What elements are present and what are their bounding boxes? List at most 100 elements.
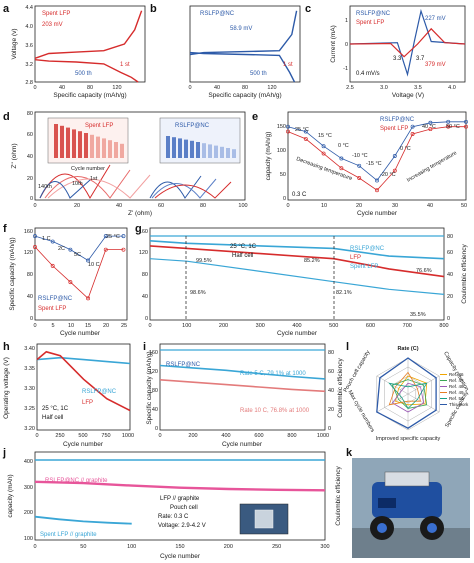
panel-i-legend: RSLFP@NC: [166, 362, 201, 368]
data-point: [410, 124, 415, 129]
data-point: [339, 166, 344, 171]
data-point: [375, 188, 379, 193]
panel-d-xtick: 80: [200, 203, 206, 209]
data-point: [103, 247, 108, 252]
panel-d-inset-left-bars: [54, 124, 124, 158]
radar-legend-label: Ref. 47: [449, 378, 464, 383]
panel-c-xlabel: Voltage (V): [392, 92, 424, 99]
panel-c-rate: 0.4 mV/s: [356, 71, 380, 77]
panel-g-ytick: 120: [139, 250, 148, 256]
panel-j-xlabel: Cycle number: [160, 553, 201, 560]
panel-c-xtick: 3.5: [414, 85, 422, 91]
panel-j-xtick: 50: [80, 544, 86, 550]
inset-bar: [178, 138, 182, 158]
panel-f-xtick: 25: [121, 323, 127, 329]
panel-e-dec: Decreasing temperature: [295, 156, 353, 182]
inset-bar: [60, 125, 64, 158]
panel-a-ytick: 3.2: [25, 62, 33, 68]
series-line: [149, 258, 445, 295]
panel-e-ytick: 50: [280, 172, 286, 178]
panel-i-xtick: 200: [188, 433, 197, 439]
data-point: [446, 119, 451, 124]
inset-bar: [84, 133, 88, 158]
panel-g-y2tick: 40: [447, 272, 453, 278]
panel-i-xtick: 0: [158, 433, 161, 439]
series-line: [287, 121, 466, 181]
panel-c-legend2: Spent LFP: [356, 20, 384, 26]
panel-l-letter: l: [346, 341, 349, 353]
panel-h-xtick: 1000: [122, 433, 134, 439]
series-line: [34, 480, 326, 492]
radar-legend-label: This work: [449, 402, 469, 407]
data-point: [50, 239, 55, 244]
panel-g-xtick: 0: [148, 323, 151, 329]
panel-g-821: 82.1%: [336, 290, 352, 296]
panel-h-letter: h: [3, 341, 10, 353]
panel-j-frame: [34, 451, 326, 541]
nyquist-arc: [47, 174, 151, 199]
panel-j-ytick: 300: [24, 485, 33, 491]
panel-g-legend1: RSLFP@NC: [350, 246, 385, 252]
panel-j-xtick: 150: [175, 544, 184, 550]
panel-b-frame: [189, 5, 301, 83]
panel-b-xtick: 120: [267, 85, 276, 91]
panel-f-xtick: 10: [68, 323, 74, 329]
panel-e: e RSLFP@NC Spent LFP 0.3 C Decreasing te…: [252, 111, 468, 217]
panel-d-ytick: 60: [27, 132, 33, 138]
panel-g-995: 99.5%: [196, 258, 212, 264]
panel-d-nyquist: [39, 164, 232, 200]
panel-h-xtick: 0: [35, 433, 38, 439]
panel-h-ylabel: Operating voltage (V): [3, 357, 10, 419]
data-point: [357, 176, 362, 180]
panel-f-ytick: 40: [27, 294, 33, 300]
panel-c-xtick: 4.0: [448, 85, 456, 91]
pouch-cell-body: [254, 509, 274, 529]
panel-b-xtick: 40: [214, 85, 220, 91]
panel-d-ylabel: Z'' (ohm): [11, 143, 18, 168]
data-point: [103, 234, 108, 239]
data-point: [464, 119, 468, 124]
data-point: [121, 247, 126, 252]
inset-bar: [172, 137, 176, 158]
panel-e-temp: 50 °C: [446, 124, 460, 130]
panel-j-ylabel: capacity (mAh): [7, 474, 14, 517]
panel-f-ytick: 120: [24, 250, 33, 256]
panel-h-legend2: LFP: [82, 400, 93, 406]
data-point: [446, 124, 451, 129]
inset-bar: [54, 124, 58, 158]
data-point: [410, 132, 415, 136]
inset-bar: [66, 127, 70, 158]
panel-e-temp: 40 °C: [422, 124, 436, 130]
panel-h-xlabel: Cycle number: [63, 441, 104, 448]
toy-car-hub: [377, 523, 387, 533]
data-point: [68, 247, 73, 252]
radar-legend-label: Ref. 46: [449, 372, 464, 377]
panel-a-ylabel: Voltage (v): [11, 28, 18, 59]
panel-f-rate-label: 25 °C: [106, 234, 120, 240]
panel-i-y2tick: 60: [328, 369, 334, 375]
panel-g-letter: g: [135, 223, 142, 235]
panel-h-cond1: 25 °C, 1C: [42, 406, 69, 412]
panel-h-legend1: RSLFP@NC: [82, 389, 117, 395]
panel-l: l Rate (C) Capacity retention Specific c…: [343, 341, 470, 442]
panel-g-xtick: 400: [292, 323, 301, 329]
series-line: [36, 350, 131, 412]
toy-car-hub: [427, 523, 437, 533]
panel-j-ytick: 400: [24, 459, 33, 465]
panel-f-ytick: 0: [30, 316, 33, 322]
panel-a-ytick: 2.8: [25, 80, 33, 86]
data-point: [428, 120, 433, 125]
panel-b-curves: [189, 10, 298, 83]
inset-bar: [214, 145, 218, 158]
panel-a-xtick: 80: [87, 85, 93, 91]
panel-g-ytick: 40: [142, 294, 148, 300]
panel-i-ytick: 120: [149, 369, 158, 375]
panel-f-xtick: 0: [33, 323, 36, 329]
panel-a-mv: 203 mV: [42, 22, 63, 28]
radar-series: [388, 382, 428, 410]
panel-g-cond2: Half cell: [232, 253, 253, 259]
inset-bar: [166, 136, 170, 158]
toy-car-window: [378, 498, 396, 508]
panel-d-xlabel: Z' (ohm): [128, 210, 152, 217]
